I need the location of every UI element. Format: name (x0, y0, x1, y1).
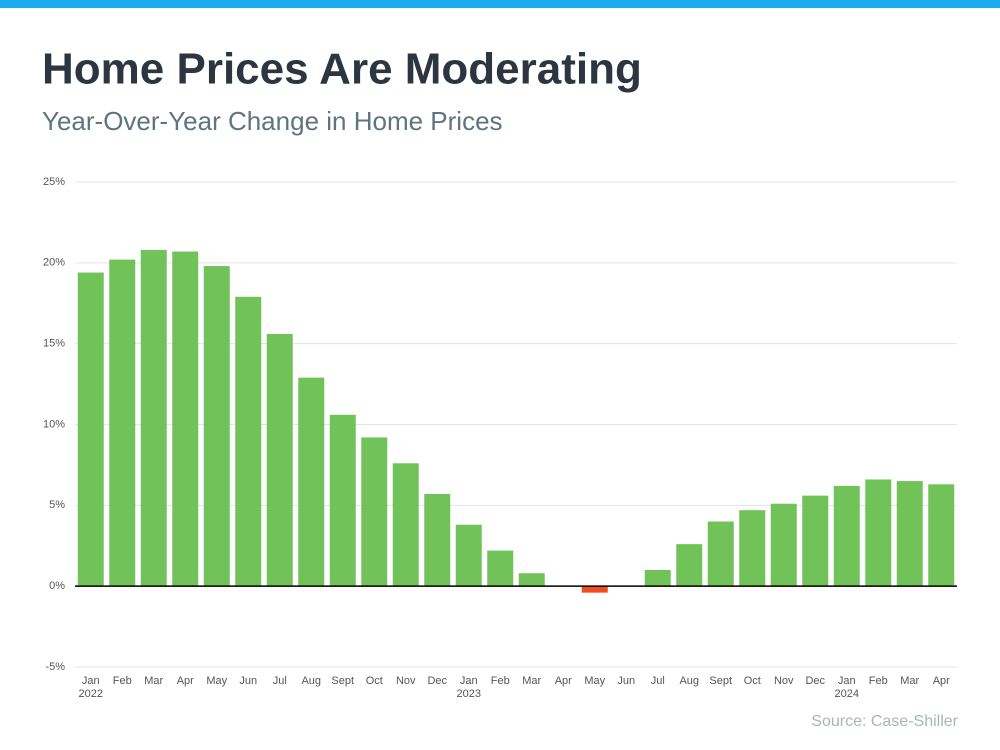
top-bar (0, 0, 1000, 8)
x-tick-label: Feb (869, 675, 888, 687)
x-tick-label: Apr (555, 675, 572, 687)
bar (518, 573, 545, 587)
bar (928, 484, 955, 587)
x-tick-label: Aug (301, 675, 321, 687)
x-tick-label: Mar (522, 675, 541, 687)
bar (644, 570, 671, 587)
bar (802, 495, 829, 587)
x-tick-label: Oct (366, 675, 383, 687)
bar (77, 272, 104, 587)
bar (109, 259, 136, 587)
x-tick-label: Jan (82, 675, 100, 687)
bar (487, 550, 514, 587)
x-tick-label: May (584, 675, 605, 687)
bar (203, 266, 230, 587)
bar (298, 377, 325, 587)
x-tick-label: Jun (239, 675, 257, 687)
x-tick-label: Jun (617, 675, 635, 687)
bar (424, 494, 451, 587)
bar (770, 503, 797, 587)
x-tick-label: Feb (113, 675, 132, 687)
x-tick-label: Jan (838, 675, 856, 687)
x-tick-label: Dec (805, 675, 825, 687)
y-tick-label: 20% (43, 257, 65, 269)
bar (676, 544, 703, 587)
x-year-label: 2022 (79, 688, 103, 700)
chart-subtitle: Year-Over-Year Change in Home Prices (42, 106, 503, 136)
x-year-label: 2024 (835, 688, 859, 700)
bar (266, 333, 293, 587)
x-tick-label: Feb (491, 675, 510, 687)
y-tick-label: 25% (43, 176, 65, 188)
x-tick-label: Apr (177, 675, 194, 687)
source: Source: Case-Shiller (811, 713, 958, 730)
x-tick-label: Mar (900, 675, 919, 687)
bar (392, 463, 419, 587)
bar (865, 479, 892, 587)
y-tick-label: 10% (43, 418, 65, 430)
bar (235, 296, 262, 587)
x-tick-label: Sept (331, 675, 354, 687)
y-tick-label: 0% (49, 580, 65, 592)
bar (833, 485, 860, 587)
bar (707, 521, 734, 587)
x-year-label: 2023 (457, 688, 481, 700)
x-tick-label: Nov (396, 675, 416, 687)
x-tick-label: Apr (933, 675, 950, 687)
chart-title: Home Prices Are Moderating (42, 45, 642, 94)
bar (896, 481, 923, 587)
x-tick-label: Dec (427, 675, 447, 687)
bar (739, 510, 766, 587)
bar (329, 414, 356, 587)
x-tick-label: Jul (651, 675, 665, 687)
x-tick-label: Jan (460, 675, 478, 687)
x-tick-label: Sept (709, 675, 732, 687)
y-tick-label: -5% (45, 661, 65, 673)
x-tick-label: May (206, 675, 227, 687)
y-tick-label: 5% (49, 499, 65, 511)
bar (361, 437, 388, 587)
x-tick-label: Mar (144, 675, 163, 687)
x-tick-label: Jul (273, 675, 287, 687)
bar (581, 586, 608, 593)
x-tick-label: Nov (774, 675, 794, 687)
x-tick-label: Oct (744, 675, 761, 687)
bar (455, 524, 482, 587)
y-tick-label: 15% (43, 338, 65, 350)
bar (140, 249, 167, 587)
x-tick-label: Aug (679, 675, 699, 687)
bar (172, 251, 199, 587)
